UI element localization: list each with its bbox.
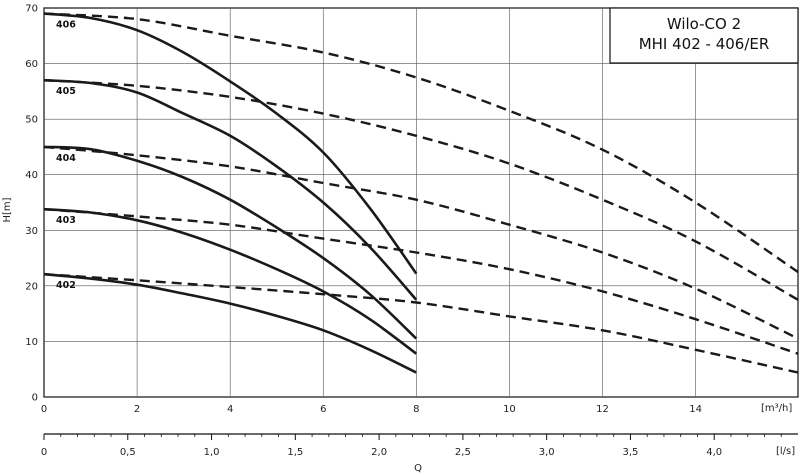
- y-tick-label: 10: [25, 337, 38, 348]
- x2-tick-label: 0: [41, 447, 47, 458]
- y-tick-label: 60: [25, 59, 38, 70]
- x-tick-label: 8: [413, 404, 419, 415]
- title-box-frame: [609, 7, 799, 64]
- title-line-1: Wilo-CO 2: [667, 15, 741, 33]
- title-line-2: MHI 402 - 406/ER: [639, 35, 770, 53]
- system-curve-dashed: [43, 208, 799, 355]
- curve-labels: 406 405 404 403 402: [56, 20, 76, 292]
- x-axis-label: Q: [414, 463, 422, 474]
- x-tick-label: 14: [689, 404, 702, 415]
- y-tick-label: 40: [25, 170, 38, 181]
- curve-label-403: 403: [56, 215, 76, 226]
- grid: [43, 7, 799, 398]
- y-tick-label: 70: [25, 4, 38, 15]
- x-tick-label: 0: [41, 404, 47, 415]
- system-curve-dashed: [43, 273, 799, 374]
- pump-curve-404: [43, 145, 418, 340]
- system-curve-dashed: [43, 79, 799, 301]
- x-tick-label: 2: [134, 404, 140, 415]
- y-axis-label: H[m]: [2, 197, 13, 222]
- y-tick-label: 20: [25, 281, 38, 292]
- x2-tick-label: 2,5: [455, 447, 471, 458]
- x-tick-label: 12: [596, 404, 609, 415]
- x2-tick-label: 3,0: [539, 447, 555, 458]
- x-tick-label: 6: [320, 404, 326, 415]
- title-box: Wilo-CO 2 MHI 402 - 406/ER: [609, 7, 799, 64]
- x2-tick-label: 3,5: [622, 447, 638, 458]
- x2-tick-label: 4,0: [706, 447, 722, 458]
- y-tick-label: 50: [25, 115, 38, 126]
- x-tick-label: 4: [227, 404, 233, 415]
- curve-label-402: 402: [56, 280, 76, 291]
- pump-curve-403: [43, 207, 418, 355]
- curve-label-404: 404: [56, 153, 76, 164]
- system-curve-dashed: [43, 145, 799, 340]
- curve-label-405: 405: [56, 86, 76, 97]
- y-tick-label: 30: [25, 226, 38, 237]
- y-tick-label: 0: [32, 393, 38, 404]
- curves: [43, 12, 799, 374]
- x2-tick-label: 0,5: [120, 447, 136, 458]
- pump-curve-405: [43, 78, 418, 301]
- curve-label-406: 406: [56, 20, 76, 31]
- pump-curve-406: [43, 12, 418, 275]
- system-curve-dashed: [43, 12, 799, 273]
- x2-tick-label: 1,5: [287, 447, 303, 458]
- pump-curve-402: [43, 272, 417, 374]
- x-axis-unit-secondary: [l/s]: [776, 446, 795, 457]
- plot-frame: [43, 7, 799, 398]
- x2-tick-label: 2,0: [371, 447, 387, 458]
- x-tick-label: 10: [503, 404, 516, 415]
- axes: 0 2 4 6 8 10 12 14 0 10 20 30 40 50 60 70 0 0,5 1,0 1,5 2,0 2…: [25, 4, 798, 458]
- x-axis-unit-primary: [m³/h]: [761, 403, 792, 414]
- x2-tick-label: 1,0: [204, 447, 220, 458]
